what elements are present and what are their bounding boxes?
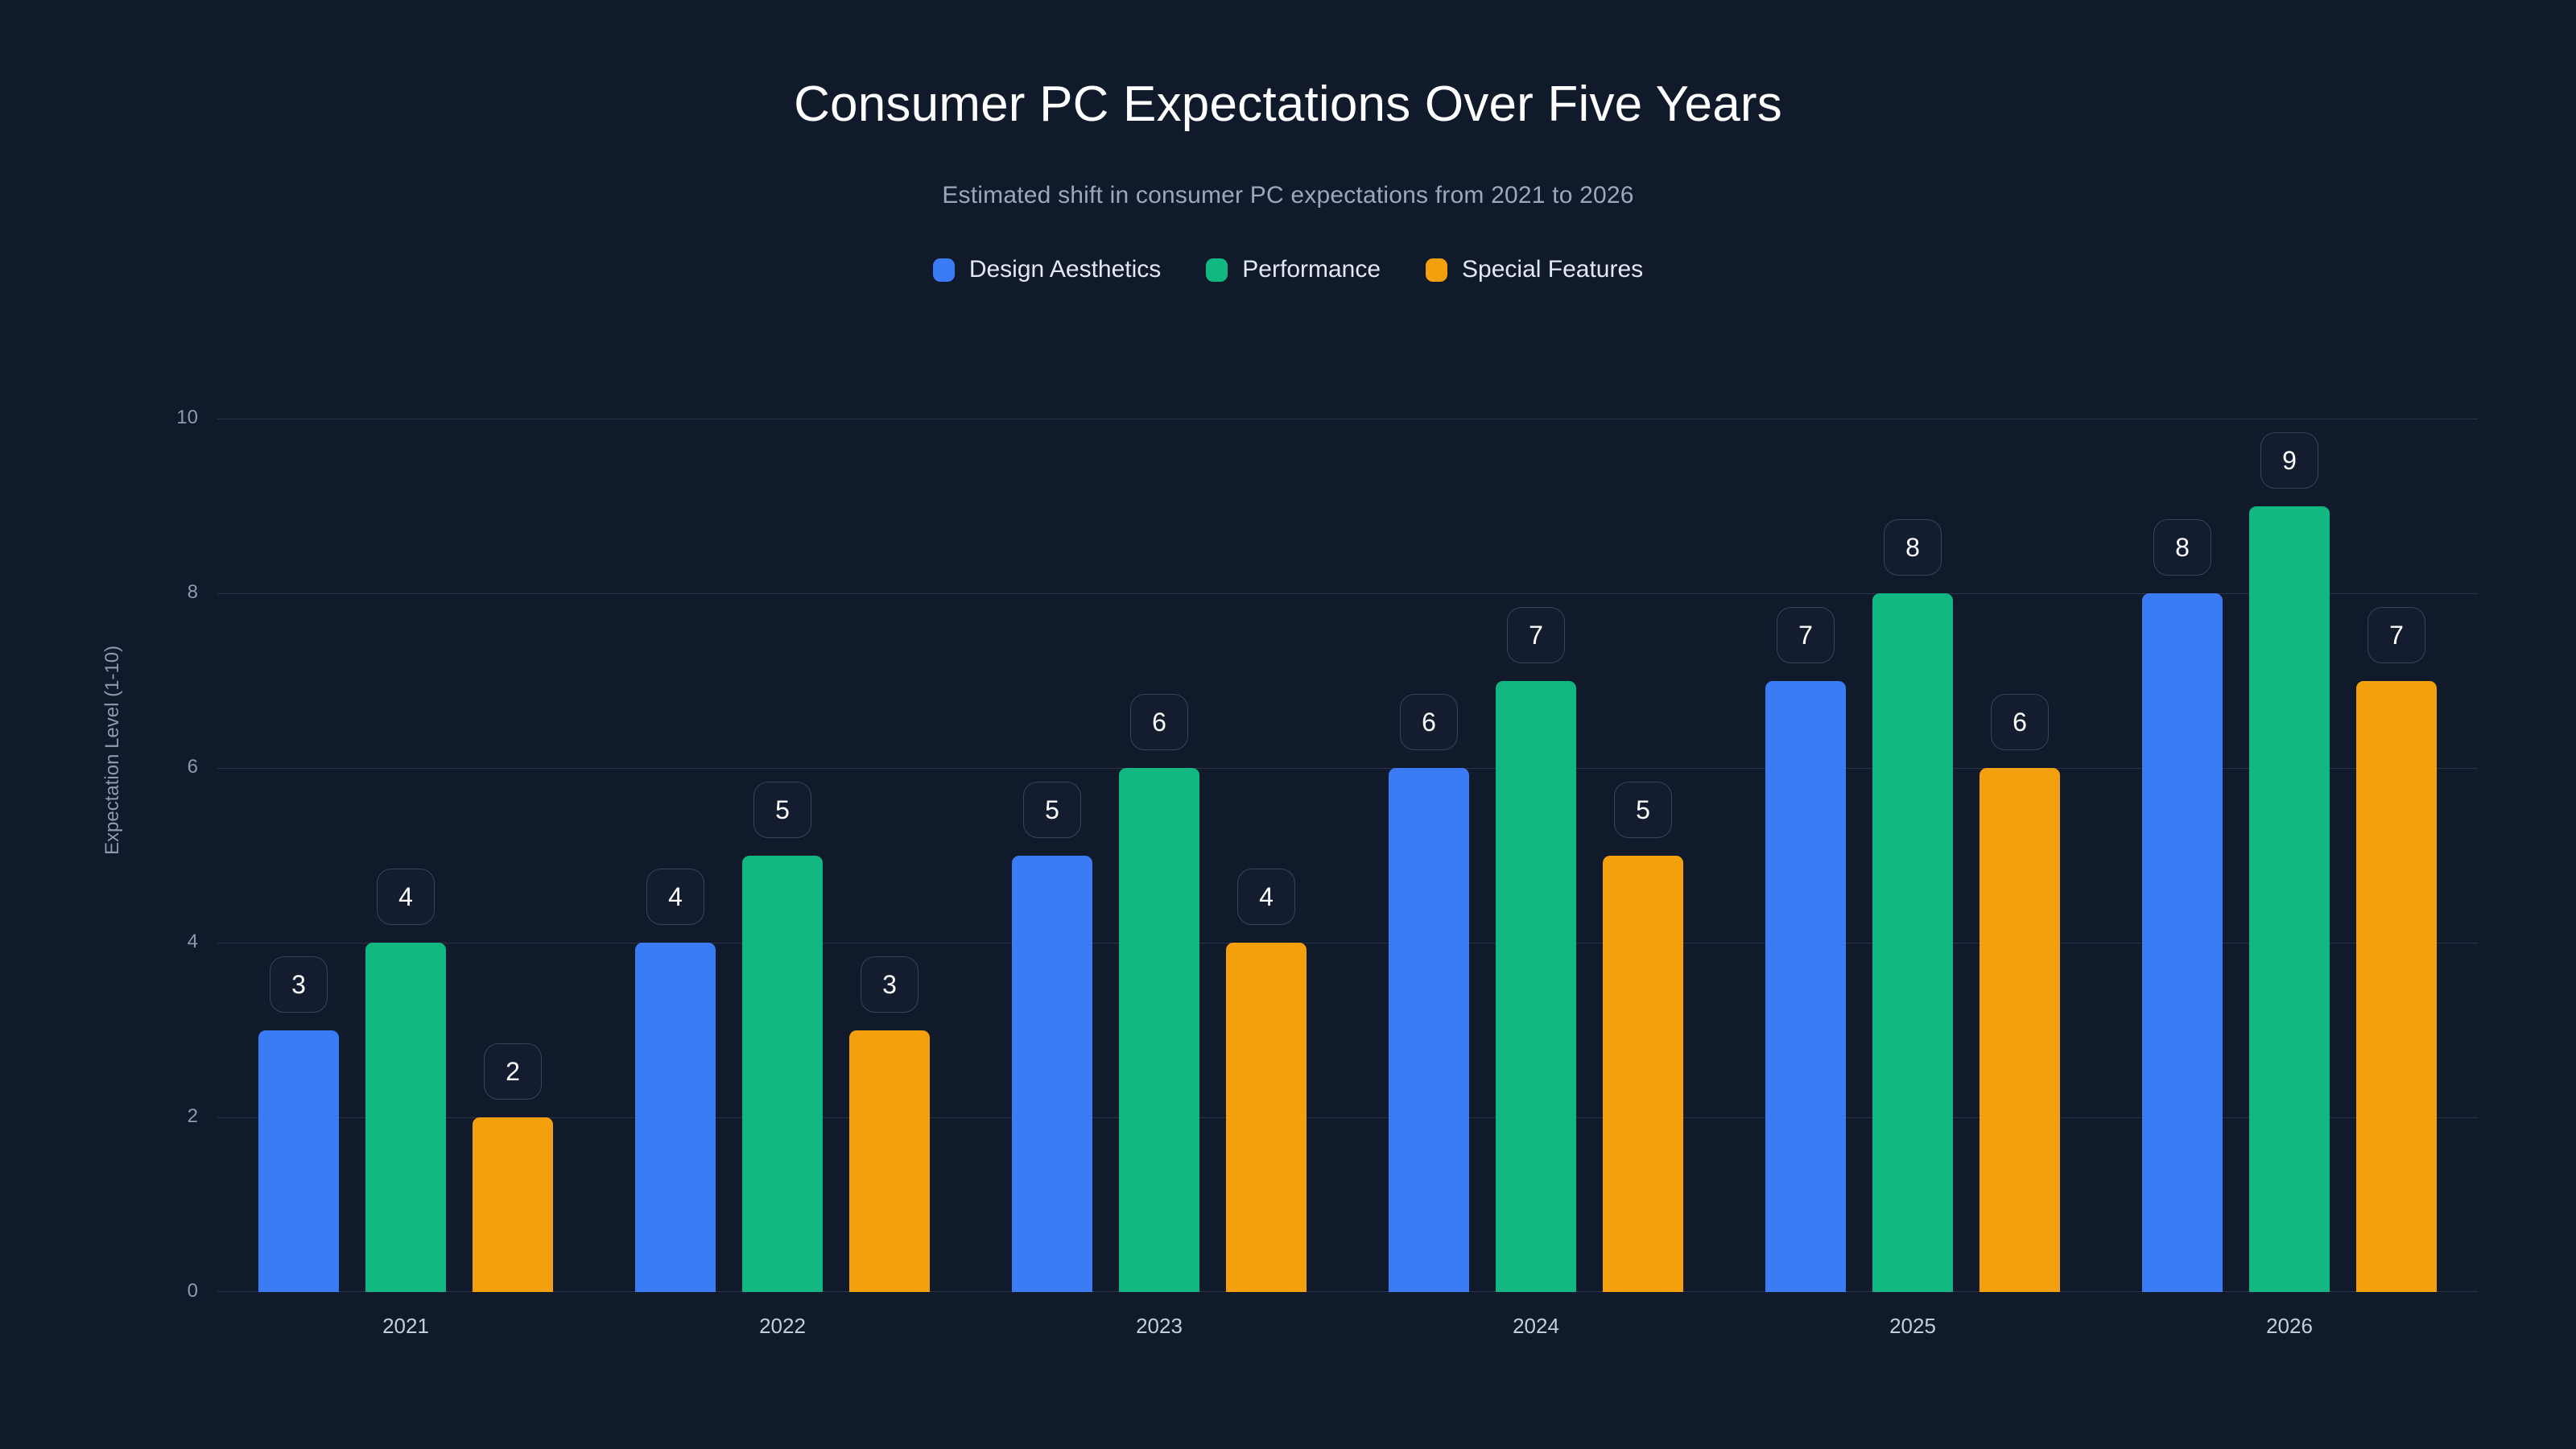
bar-groups: 3 4 2 2021 4 5 3 2022 5 6 4 2023 6 7 5 2024 7 8 6 2025 8 9 7 20…	[217, 419, 2478, 1338]
bar-value-label: 4	[377, 869, 435, 925]
x-axis-tick-label: 2021	[382, 1314, 429, 1338]
bar-slot: 5	[742, 419, 823, 1292]
bar[interactable]	[258, 1030, 339, 1292]
bar[interactable]	[2356, 680, 2437, 1292]
bar-group: 5 6 4 2023	[971, 419, 1348, 1338]
bar-slot: 5	[1603, 419, 1683, 1292]
bar[interactable]	[2249, 506, 2330, 1292]
bar-slot: 4	[1226, 419, 1307, 1292]
legend-item-label: Special Features	[1462, 256, 1644, 283]
y-axis-tick-label: 4	[187, 931, 198, 952]
bar-value-label: 4	[646, 869, 704, 925]
bar-slot: 6	[1979, 419, 2060, 1292]
bar[interactable]	[1603, 855, 1683, 1292]
bar-value-label: 7	[1777, 606, 1835, 663]
bar[interactable]	[1226, 943, 1307, 1292]
bar-value-label: 7	[2368, 606, 2425, 663]
gridline	[217, 1117, 2478, 1118]
bar-group: 8 9 7 2026	[2101, 419, 2478, 1338]
legend-item-label: Design Aesthetics	[968, 256, 1162, 283]
bar-value-label: 5	[1614, 781, 1672, 838]
bar-slot: 4	[635, 419, 716, 1292]
bar-slot: 3	[258, 419, 339, 1292]
page-title: Consumer PC Expectations Over Five Years	[794, 76, 1782, 132]
bar-value-label: 6	[1130, 694, 1188, 750]
chart-legend: Design Aesthetics Performance Special Fe…	[0, 256, 2576, 283]
y-axis-title: Expectation Level (1-10)	[101, 645, 123, 855]
bar-value-label: 3	[861, 956, 919, 1013]
y-axis-tick-label: 2	[187, 1105, 198, 1127]
bar[interactable]	[1389, 768, 1469, 1292]
bar-slot: 7	[2356, 419, 2437, 1292]
bar-value-label: 3	[270, 956, 328, 1013]
bar-value-label: 6	[1991, 694, 2049, 750]
bar-slot: 4	[365, 419, 446, 1292]
y-axis-tick-label: 8	[187, 581, 198, 603]
bar[interactable]	[365, 943, 446, 1292]
bar-slot: 3	[849, 419, 930, 1292]
bar[interactable]	[742, 855, 823, 1292]
bar-group: 4 5 3 2022	[594, 419, 971, 1338]
gridline	[217, 593, 2478, 594]
bar-slot: 6	[1119, 419, 1199, 1292]
legend-item-special-features[interactable]: Special Features	[1426, 256, 1643, 283]
bar-value-label: 8	[2153, 519, 2211, 576]
legend-swatch-icon	[932, 258, 955, 282]
bar[interactable]	[2142, 593, 2223, 1292]
bar[interactable]	[1496, 680, 1576, 1292]
y-axis-tick-label: 10	[176, 407, 198, 428]
bar[interactable]	[473, 1117, 553, 1292]
bar[interactable]	[635, 943, 716, 1292]
gridline	[217, 768, 2478, 769]
bar[interactable]	[1119, 768, 1199, 1292]
bar[interactable]	[1765, 680, 1846, 1292]
bar-value-label: 5	[753, 781, 811, 838]
bar-group: 3 4 2 2021	[217, 419, 594, 1338]
legend-item-performance[interactable]: Performance	[1206, 256, 1381, 283]
legend-swatch-icon	[1206, 258, 1228, 282]
plot-grid	[217, 419, 2478, 1292]
bar-slot: 9	[2249, 419, 2330, 1292]
bar-slot: 5	[1012, 419, 1092, 1292]
x-axis-tick-label: 2022	[759, 1314, 806, 1338]
bar[interactable]	[849, 1030, 930, 1292]
bar-value-label: 4	[1237, 869, 1295, 925]
bar-slot: 8	[2142, 419, 2223, 1292]
chart-header: Consumer PC Expectations Over Five Years…	[0, 0, 2576, 283]
legend-swatch-icon	[1426, 258, 1448, 282]
axis-baseline	[217, 1291, 2478, 1292]
bar-value-label: 5	[1023, 781, 1081, 838]
x-axis-tick-label: 2026	[2266, 1314, 2313, 1338]
bar[interactable]	[1012, 855, 1092, 1292]
bar[interactable]	[1872, 593, 1953, 1292]
x-axis-tick-label: 2025	[1889, 1314, 1936, 1338]
bar[interactable]	[1979, 768, 2060, 1292]
bar-group: 6 7 5 2024	[1348, 419, 1724, 1338]
x-axis-tick-label: 2024	[1513, 1314, 1559, 1338]
bar-group: 7 8 6 2025	[1724, 419, 2101, 1338]
bar-slot: 8	[1872, 419, 1953, 1292]
bar-slot: 7	[1496, 419, 1576, 1292]
bar-value-label: 6	[1400, 694, 1458, 750]
bar-slot: 6	[1389, 419, 1469, 1292]
y-axis-tick-label: 0	[187, 1280, 198, 1302]
bar-slot: 2	[473, 419, 553, 1292]
bar-value-label: 8	[1884, 519, 1942, 576]
y-axis-tick-label: 6	[187, 756, 198, 778]
bar-value-label: 9	[2260, 431, 2318, 489]
bar-value-label: 7	[1507, 606, 1565, 663]
legend-item-label: Performance	[1242, 256, 1381, 283]
bar-slot: 7	[1765, 419, 1846, 1292]
bar-value-label: 2	[484, 1043, 542, 1100]
chart-subtitle: Estimated shift in consumer PC expectati…	[942, 182, 1634, 209]
legend-item-design-aesthetics[interactable]: Design Aesthetics	[932, 256, 1162, 283]
x-axis-tick-label: 2023	[1136, 1314, 1183, 1338]
